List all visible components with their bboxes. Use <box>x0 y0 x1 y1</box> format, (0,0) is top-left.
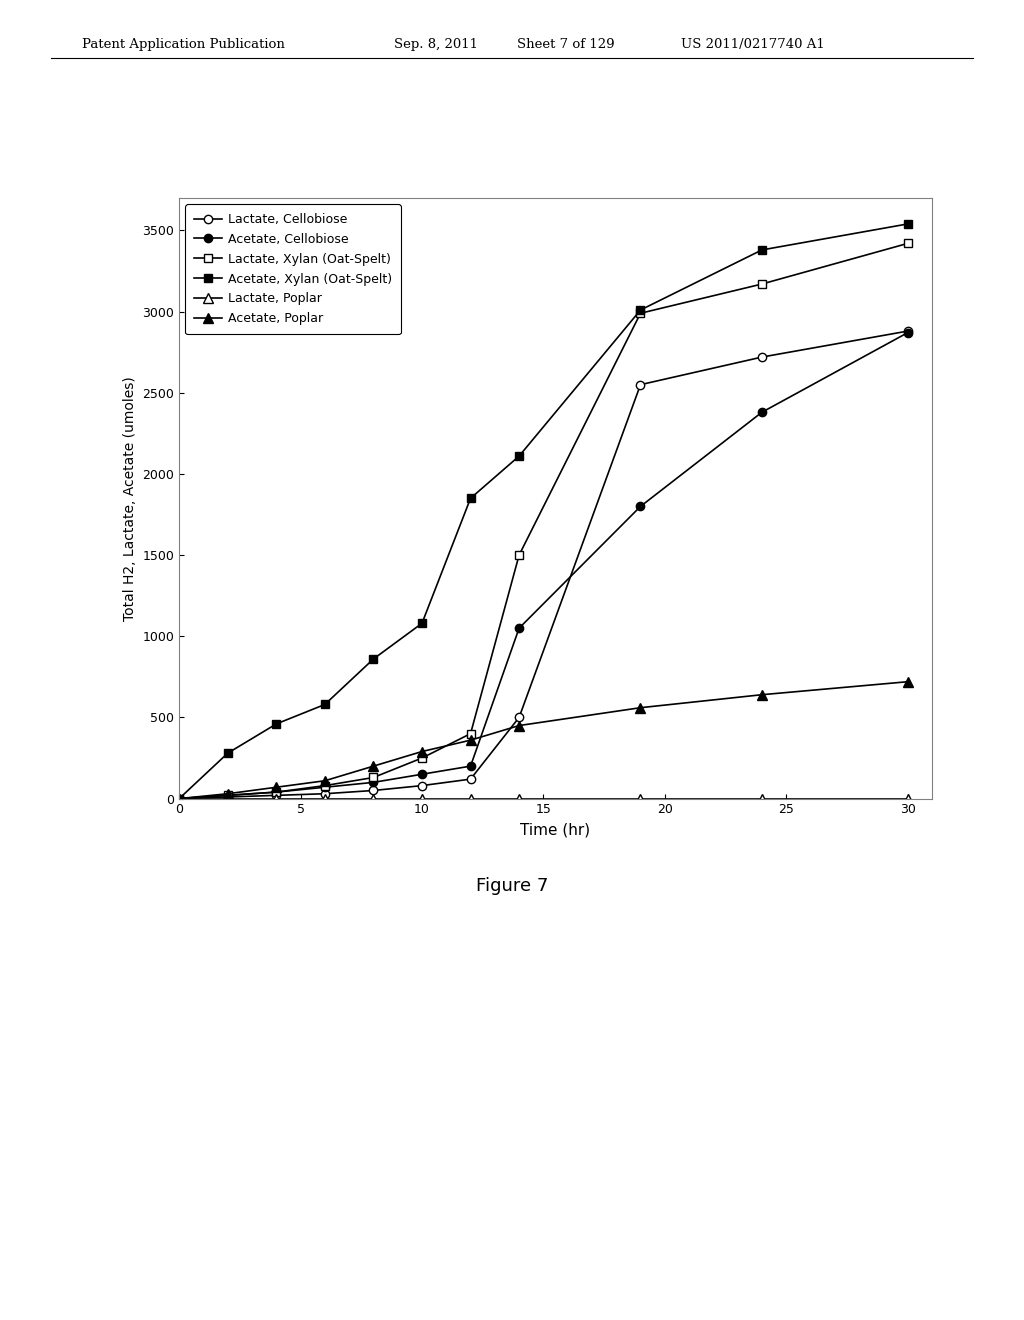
Text: Sep. 8, 2011: Sep. 8, 2011 <box>394 37 478 50</box>
X-axis label: Time (hr): Time (hr) <box>520 822 591 837</box>
Text: US 2011/0217740 A1: US 2011/0217740 A1 <box>681 37 824 50</box>
Text: Figure 7: Figure 7 <box>476 876 548 895</box>
Y-axis label: Total H2, Lactate, Acetate (umoles): Total H2, Lactate, Acetate (umoles) <box>123 376 137 620</box>
Text: Patent Application Publication: Patent Application Publication <box>82 37 285 50</box>
Text: Sheet 7 of 129: Sheet 7 of 129 <box>517 37 614 50</box>
Legend: Lactate, Cellobiose, Acetate, Cellobiose, Lactate, Xylan (Oat-Spelt), Acetate, X: Lactate, Cellobiose, Acetate, Cellobiose… <box>185 205 400 334</box>
